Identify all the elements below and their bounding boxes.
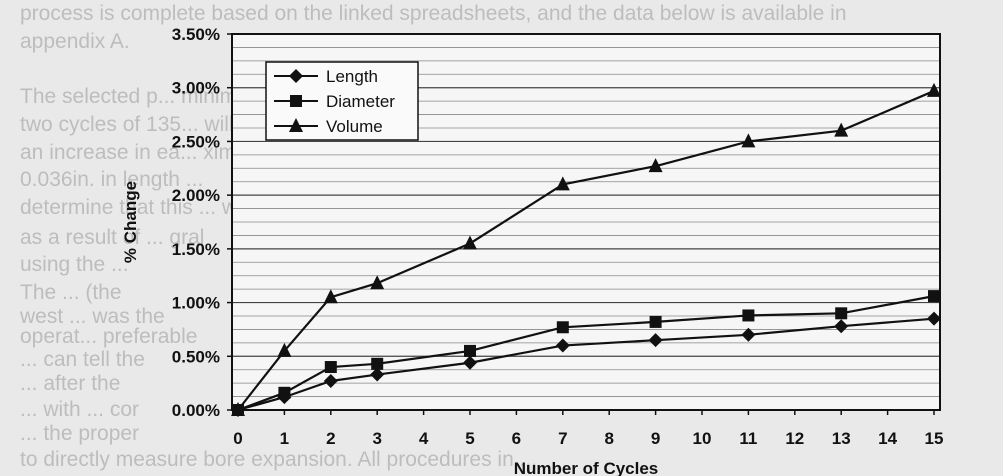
- volume-series-line: [237, 89, 935, 411]
- legend-diameter-marker: [290, 95, 302, 107]
- background-text-line: process is complete based on the linked …: [20, 2, 847, 25]
- x-tick-label: 15: [925, 429, 944, 448]
- x-tick-label: 4: [419, 429, 429, 448]
- volume-data-point: [648, 158, 663, 173]
- background-text-line: ... after the: [20, 372, 121, 395]
- background-text-line: operat... preferable: [20, 325, 198, 348]
- legend-diameter-label: Diameter: [326, 92, 395, 111]
- diameter-data-point: [278, 386, 291, 399]
- series-group: [231, 82, 941, 417]
- background-text-line: The ... (the: [20, 281, 122, 304]
- background-text-line: appendix A.: [20, 30, 130, 53]
- x-tick-label: 11: [739, 429, 757, 448]
- diameter-data-point: [742, 309, 755, 322]
- diameter-data-point: [928, 290, 940, 303]
- x-tick-label: 0: [233, 429, 242, 448]
- x-tick-label: 6: [512, 429, 521, 448]
- y-tick-label: 0.00%: [172, 401, 220, 420]
- diameter-data-point: [649, 315, 662, 328]
- length-data-point: [927, 311, 941, 326]
- volume-data-point: [927, 82, 941, 97]
- background-text-line: ... with ... cor: [20, 398, 140, 421]
- x-tick-label: 2: [326, 429, 335, 448]
- diameter-data-point: [556, 321, 569, 334]
- y-tick-label: 2.00%: [172, 186, 220, 205]
- x-tick-label: 14: [878, 429, 897, 448]
- background-text-line: as a result of ... gral: [20, 226, 205, 249]
- x-tick-label: 8: [604, 429, 613, 448]
- x-tick-label: 12: [785, 429, 804, 448]
- length-data-point: [741, 327, 756, 342]
- legend-volume-label: Volume: [326, 117, 383, 136]
- x-tick-label: 10: [693, 429, 712, 448]
- y-tick-label: 3.00%: [172, 79, 220, 98]
- background-text-line: ... the proper: [20, 422, 140, 445]
- y-axis-ticks: 0.00% 0.50% 1.00% 1.50% 2.00% 2.50% 3.00% 3.50%: [172, 25, 232, 420]
- legend-length-label: Length: [326, 67, 378, 86]
- background-text-line: west ... was the: [20, 305, 165, 328]
- length-data-point: [555, 338, 570, 353]
- x-tick-label: 9: [651, 429, 660, 448]
- x-tick-label: 1: [280, 429, 289, 448]
- length-data-point: [370, 367, 385, 382]
- legend-volume-marker: [289, 118, 303, 132]
- x-axis-label: Number of Cycles: [514, 459, 659, 476]
- x-tick-label: 5: [465, 429, 474, 448]
- x-tick-label: 7: [558, 429, 567, 448]
- x-tick-label: 13: [832, 429, 851, 448]
- background-text-line: The selected p... minimum: [20, 85, 267, 108]
- y-tick-label: 1.50%: [172, 240, 220, 259]
- volume-data-point: [741, 133, 756, 148]
- volume-data-point: [277, 342, 292, 357]
- y-tick-label: 0.50%: [172, 347, 220, 366]
- legend: Length Diameter Volume: [265, 61, 419, 141]
- y-tick-label: 2.50%: [172, 132, 220, 151]
- diameter-data-point: [324, 361, 337, 374]
- background-text-line: two cycles of 135... will: [20, 113, 234, 136]
- length-data-point: [463, 355, 477, 370]
- diameter-data-point: [371, 357, 384, 370]
- volume-data-point: [834, 122, 849, 137]
- diameter-data-point: [464, 344, 476, 357]
- background-text-line: an increase in ea... ximately: [20, 141, 281, 164]
- volume-data-point: [370, 275, 385, 290]
- diameter-data-point: [835, 307, 848, 320]
- length-data-point: [323, 373, 338, 388]
- volume-data-point: [463, 235, 477, 250]
- background-text-line: to directly measure bore expansion. All …: [20, 448, 538, 471]
- plot-area-frame: [231, 33, 941, 411]
- length-data-point: [648, 333, 663, 348]
- background-text-line: 0.036in. in length ...: [20, 168, 204, 191]
- length-series-line: [237, 317, 935, 412]
- x-axis-ticks: 0 1 2 3 4 5 6 7 8 9 10 11 12 13 14 15: [233, 410, 943, 448]
- y-tick-label: 1.00%: [172, 294, 220, 313]
- y-axis-label: % Change: [121, 181, 140, 263]
- diameter-series-line: [237, 295, 935, 412]
- x-tick-label: 3: [372, 429, 381, 448]
- volume-data-point: [323, 289, 338, 304]
- length-data-point: [834, 319, 849, 334]
- y-tick-label: 3.50%: [172, 25, 220, 44]
- background-text-line: determine that this ... which fo: [20, 196, 299, 219]
- background-text-line: ... can tell the: [20, 348, 145, 371]
- volume-data-point: [231, 402, 245, 416]
- background-text-line: using the ...: [20, 253, 129, 276]
- legend-length-marker: [289, 69, 303, 83]
- volume-data-point: [555, 176, 570, 191]
